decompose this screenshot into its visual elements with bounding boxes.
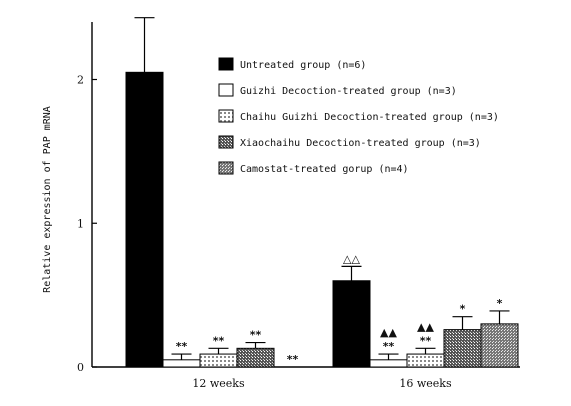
bar-annotation: ** [176, 340, 188, 353]
legend: Untreated group (n=6) Guizhi Decoction-tr… [218, 57, 499, 175]
bars: ** ** ****△△▲▲**▲▲*** * [125, 17, 519, 368]
bar [162, 359, 201, 368]
bar [369, 359, 408, 368]
y-tick-label: 1 [77, 217, 84, 230]
legend-label: Camostat-treated gorup (n=4) [240, 164, 409, 175]
legend-label: Xiaochaihu Decoction-treated group (n=3) [240, 138, 481, 149]
legend-swatch [218, 135, 234, 149]
bar-annotation: ** [383, 340, 395, 353]
bar [443, 329, 482, 368]
x-tick-label: 12 weeks [192, 377, 245, 390]
legend-label: Guizhi Decoction-treated group (n=3) [240, 86, 457, 97]
bar [332, 280, 371, 368]
bar-annotation: ** [250, 329, 262, 342]
y-axis-title: Relative expression of PAP mRNA [42, 106, 53, 293]
legend-label: Untreated group (n=6) [240, 60, 366, 71]
y-tick-label: 2 [77, 74, 84, 87]
bar [406, 353, 445, 368]
legend-label: Chaihu Guizhi Decoction-treated group (n… [240, 112, 499, 123]
bar-annotation: * [460, 303, 466, 316]
legend-swatch [218, 83, 234, 97]
legend-swatch [218, 57, 234, 71]
bar [199, 353, 238, 368]
bar-annotation: ▲▲ [417, 320, 434, 333]
bar-annotation: * [497, 297, 503, 310]
bar [236, 347, 275, 368]
bar-annotation: ** [287, 353, 299, 366]
bar [480, 323, 519, 368]
bar-annotation: △△ [343, 252, 360, 265]
y-tick-label: 0 [77, 361, 84, 374]
legend-swatch [218, 161, 234, 175]
bar [125, 71, 164, 368]
bar-annotation: ** [420, 334, 432, 347]
legend-swatch [218, 109, 234, 123]
bar-annotation: ** [213, 334, 225, 347]
x-tick-label: 16 weeks [399, 377, 452, 390]
bar-annotation: ▲▲ [380, 326, 397, 339]
